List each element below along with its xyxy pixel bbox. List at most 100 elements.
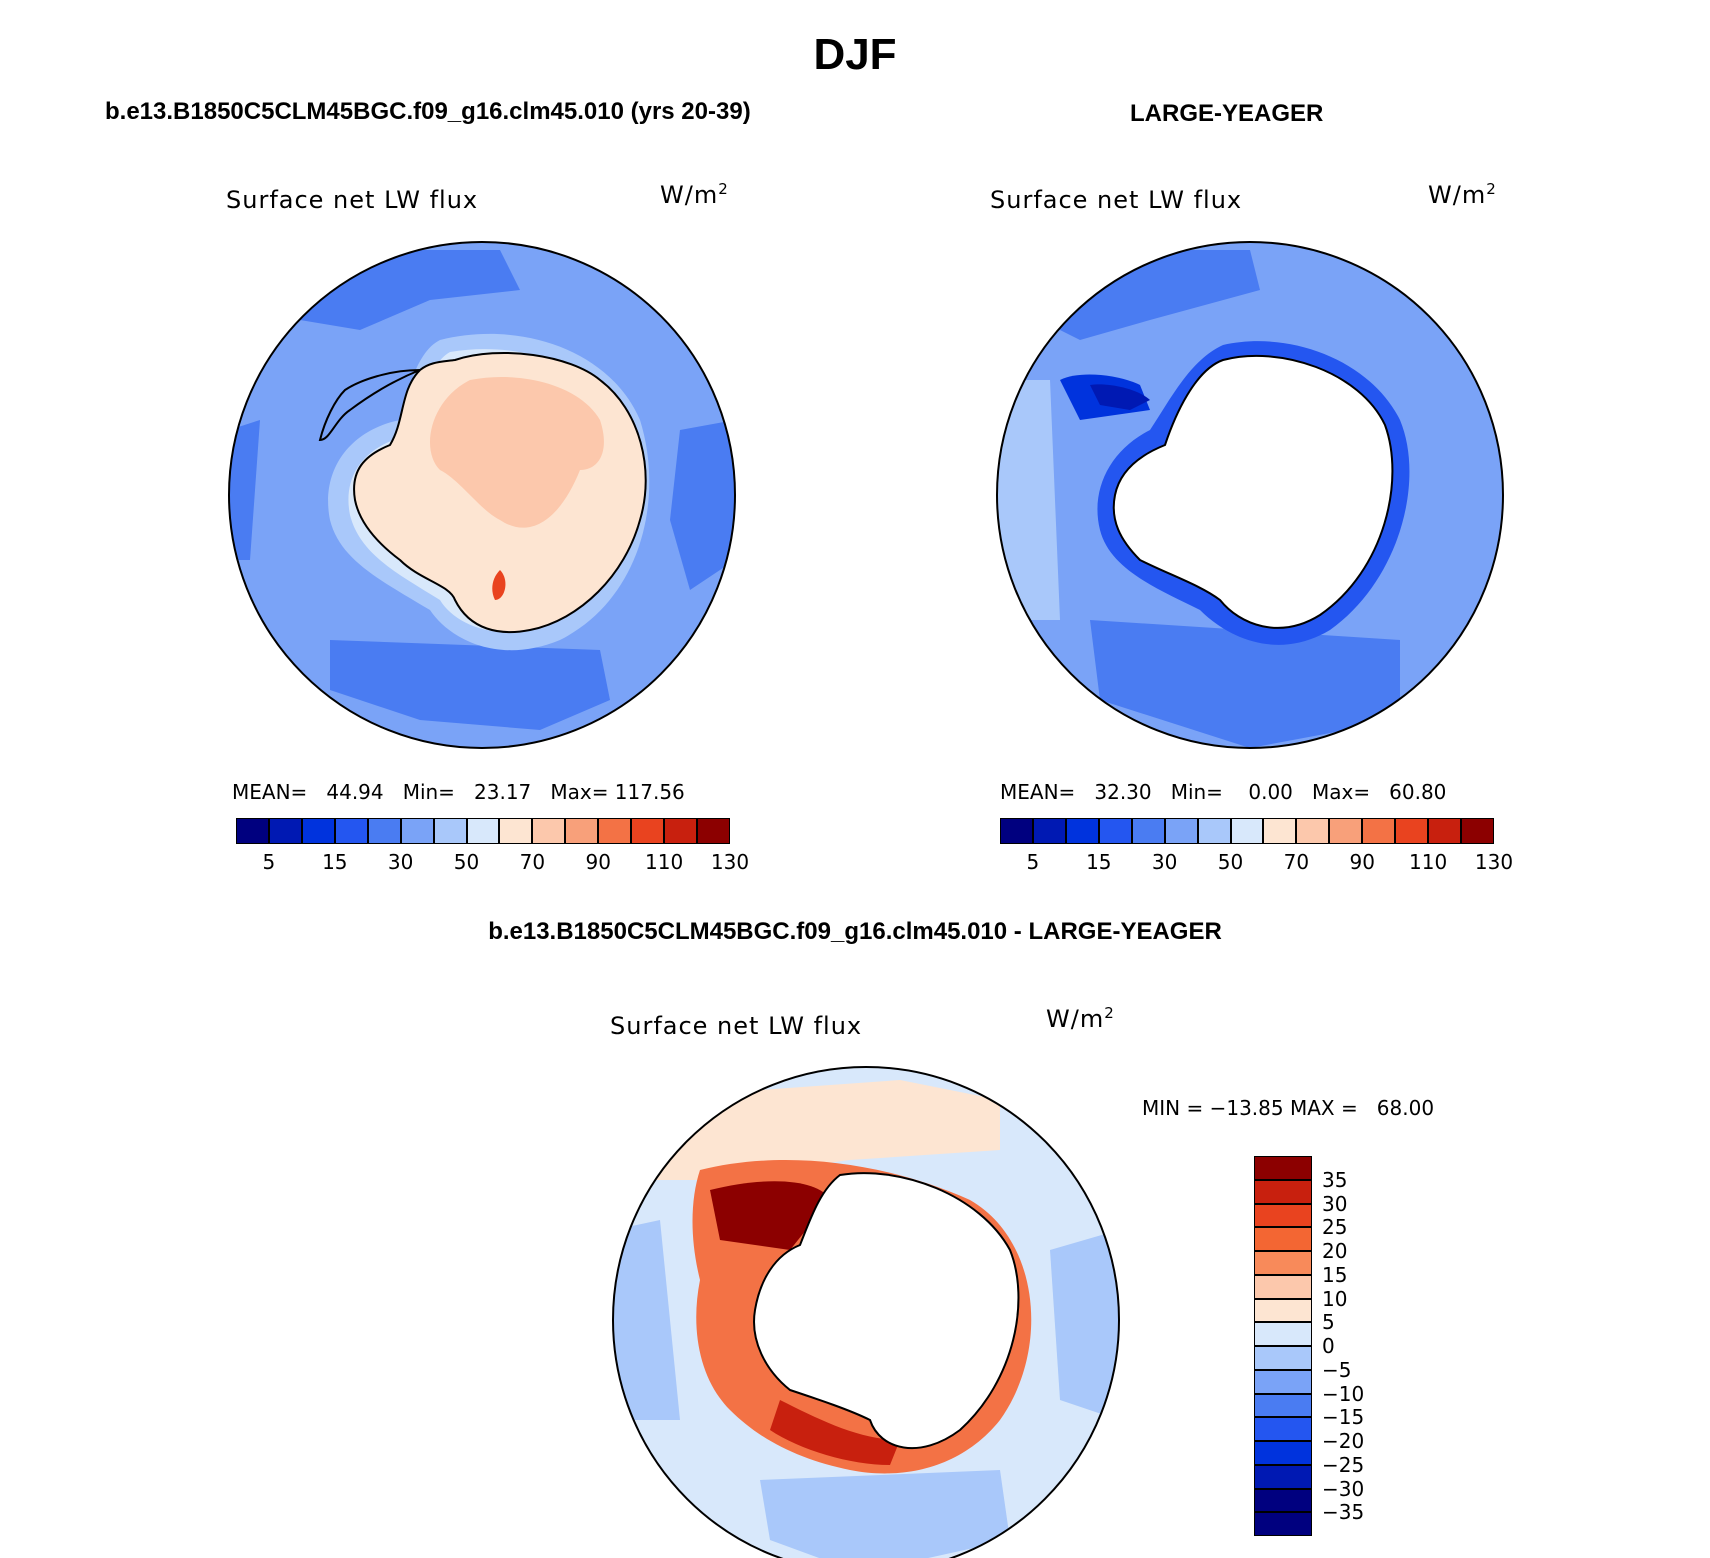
colorbar-swatch [565, 818, 599, 844]
colorbar-swatch [1254, 1417, 1312, 1441]
colorbar-swatch [1164, 818, 1198, 844]
colorbar-swatch [1254, 1369, 1312, 1394]
colorbar-swatch [1254, 1322, 1312, 1346]
colorbar-swatch [1254, 1441, 1312, 1465]
colorbar-tick-label: 30 [1151, 850, 1178, 874]
colorbar-swatch [631, 818, 665, 844]
colorbar-tick-label: −5 [1322, 1357, 1352, 1382]
colorbar-tick-label: 5 [262, 850, 276, 874]
colorbar-tick-label: 25 [1322, 1215, 1348, 1240]
panel1-units: W/m2 [660, 180, 729, 209]
colorbar-tick-label: 50 [453, 850, 480, 874]
colorbar-swatch [1329, 818, 1363, 844]
colorbar-swatch [1065, 818, 1099, 844]
colorbar-swatch [433, 818, 467, 844]
colorbar-tick-label: 50 [1217, 850, 1244, 874]
colorbar-swatch [1254, 1156, 1312, 1180]
colorbar-tick-label: 15 [1322, 1262, 1348, 1287]
colorbar-tick-label: 130 [710, 850, 750, 874]
panel3-heading: b.e13.B1850C5CLM45BGC.f09_g16.clm45.010 … [488, 918, 1222, 945]
colorbar-tick-label: 5 [1322, 1310, 1335, 1335]
panel2-units: W/m2 [1428, 180, 1497, 209]
colorbar-swatch [1098, 818, 1132, 844]
colorbar-tick-label: −25 [1322, 1452, 1365, 1477]
colorbar-swatch [1395, 818, 1429, 844]
panel1-variable-label: Surface net LW flux [226, 186, 479, 214]
colorbar-tick-label: 10 [1322, 1286, 1348, 1311]
panel1-stats: MEAN= 44.94 Min= 23.17 Max= 117.56 [232, 780, 685, 804]
panel1-units-exponent: 2 [718, 180, 729, 198]
panel1-units-base: W/m [660, 181, 719, 209]
colorbar-swatch [1254, 1464, 1312, 1489]
panel2-units-exponent: 2 [1486, 180, 1497, 198]
colorbar-swatch [1254, 1298, 1312, 1323]
colorbar-tick-label: 0 [1322, 1334, 1335, 1358]
colorbar-swatch [1254, 1274, 1312, 1299]
colorbar-tick-label: 90 [1349, 850, 1375, 874]
colorbar-tick-label: 30 [387, 850, 414, 874]
colorbar-swatch [334, 818, 368, 844]
panel3-units-base: W/m [1046, 1005, 1105, 1033]
panel3-colorbar-ticks: 35 30 25 20 15 10 5 0 −5 −10 −15 −20 −25 −30 −35 [1322, 1156, 1402, 1536]
colorbar-tick-label: 70 [1283, 850, 1310, 874]
panel2-units-base: W/m [1428, 181, 1487, 209]
colorbar-swatch [1197, 818, 1231, 844]
colorbar-tick-label: 20 [1322, 1239, 1348, 1263]
colorbar-tick-label: 130 [1474, 850, 1514, 874]
panel3-units: W/m2 [1046, 1004, 1115, 1033]
panel1-heading: b.e13.B1850C5CLM45BGC.f09_g16.clm45.010 … [105, 98, 751, 125]
colorbar-tick-label: 110 [645, 850, 684, 874]
colorbar-tick-label: −35 [1322, 1500, 1365, 1525]
colorbar-swatch [598, 818, 632, 844]
colorbar-tick-label: 70 [519, 850, 546, 874]
colorbar-tick-label: 30 [1322, 1191, 1348, 1216]
colorbar-tick-label: −30 [1322, 1476, 1365, 1501]
colorbar-swatch [1254, 1251, 1312, 1275]
colorbar-swatch [1428, 818, 1462, 844]
panel2-stats: MEAN= 32.30 Min= 0.00 Max= 60.80 [1000, 780, 1447, 804]
colorbar-tick-label: −15 [1322, 1405, 1365, 1430]
colorbar-tick-label: 5 [1026, 850, 1040, 874]
colorbar-swatch [1296, 818, 1330, 844]
main-title: DJF [813, 30, 897, 79]
panel2-colorbar-ticks: 5 15 30 50 70 90 110 130 [1000, 850, 1514, 876]
colorbar-swatch [499, 818, 533, 844]
colorbar-tick-label: 35 [1322, 1167, 1348, 1192]
colorbar-swatch [1254, 1179, 1312, 1204]
colorbar-swatch [466, 818, 500, 844]
colorbar-swatch [1131, 818, 1165, 844]
colorbar-tick-label: 110 [1409, 850, 1448, 874]
colorbar-swatch [1254, 1227, 1312, 1251]
colorbar-swatch [301, 818, 335, 844]
colorbar-swatch [1032, 818, 1066, 844]
colorbar-swatch [1254, 1512, 1312, 1536]
panel3-variable-label: Surface net LW flux [610, 1012, 863, 1040]
colorbar-swatch [1230, 818, 1264, 844]
colorbar-swatch [1362, 818, 1396, 844]
panel2-colorbar [1000, 818, 1494, 844]
colorbar-tick-label: −10 [1322, 1381, 1365, 1406]
colorbar-swatch [1000, 818, 1033, 844]
colorbar-swatch [1254, 1203, 1312, 1228]
colorbar-swatch [1254, 1346, 1312, 1370]
panel3-units-exponent: 2 [1104, 1004, 1115, 1022]
colorbar-swatch [1461, 818, 1494, 844]
panel1-colorbar-ticks: 5 15 30 50 70 90 110 130 [236, 850, 750, 876]
panel1-colorbar [236, 818, 730, 844]
colorbar-swatch [400, 818, 434, 844]
panel3-colorbar [1254, 1156, 1312, 1536]
colorbar-swatch [1263, 818, 1297, 844]
panel2-variable-label: Surface net LW flux [990, 186, 1243, 214]
colorbar-tick-label: 15 [322, 850, 348, 874]
colorbar-tick-label: 15 [1086, 850, 1112, 874]
colorbar-swatch [532, 818, 566, 844]
colorbar-swatch [1254, 1393, 1312, 1418]
colorbar-swatch [697, 818, 730, 844]
panel3-stats: MIN = −13.85 MAX = 68.00 [1142, 1096, 1435, 1120]
colorbar-tick-label: 90 [585, 850, 611, 874]
colorbar-swatch [236, 818, 269, 844]
colorbar-swatch [367, 818, 401, 844]
